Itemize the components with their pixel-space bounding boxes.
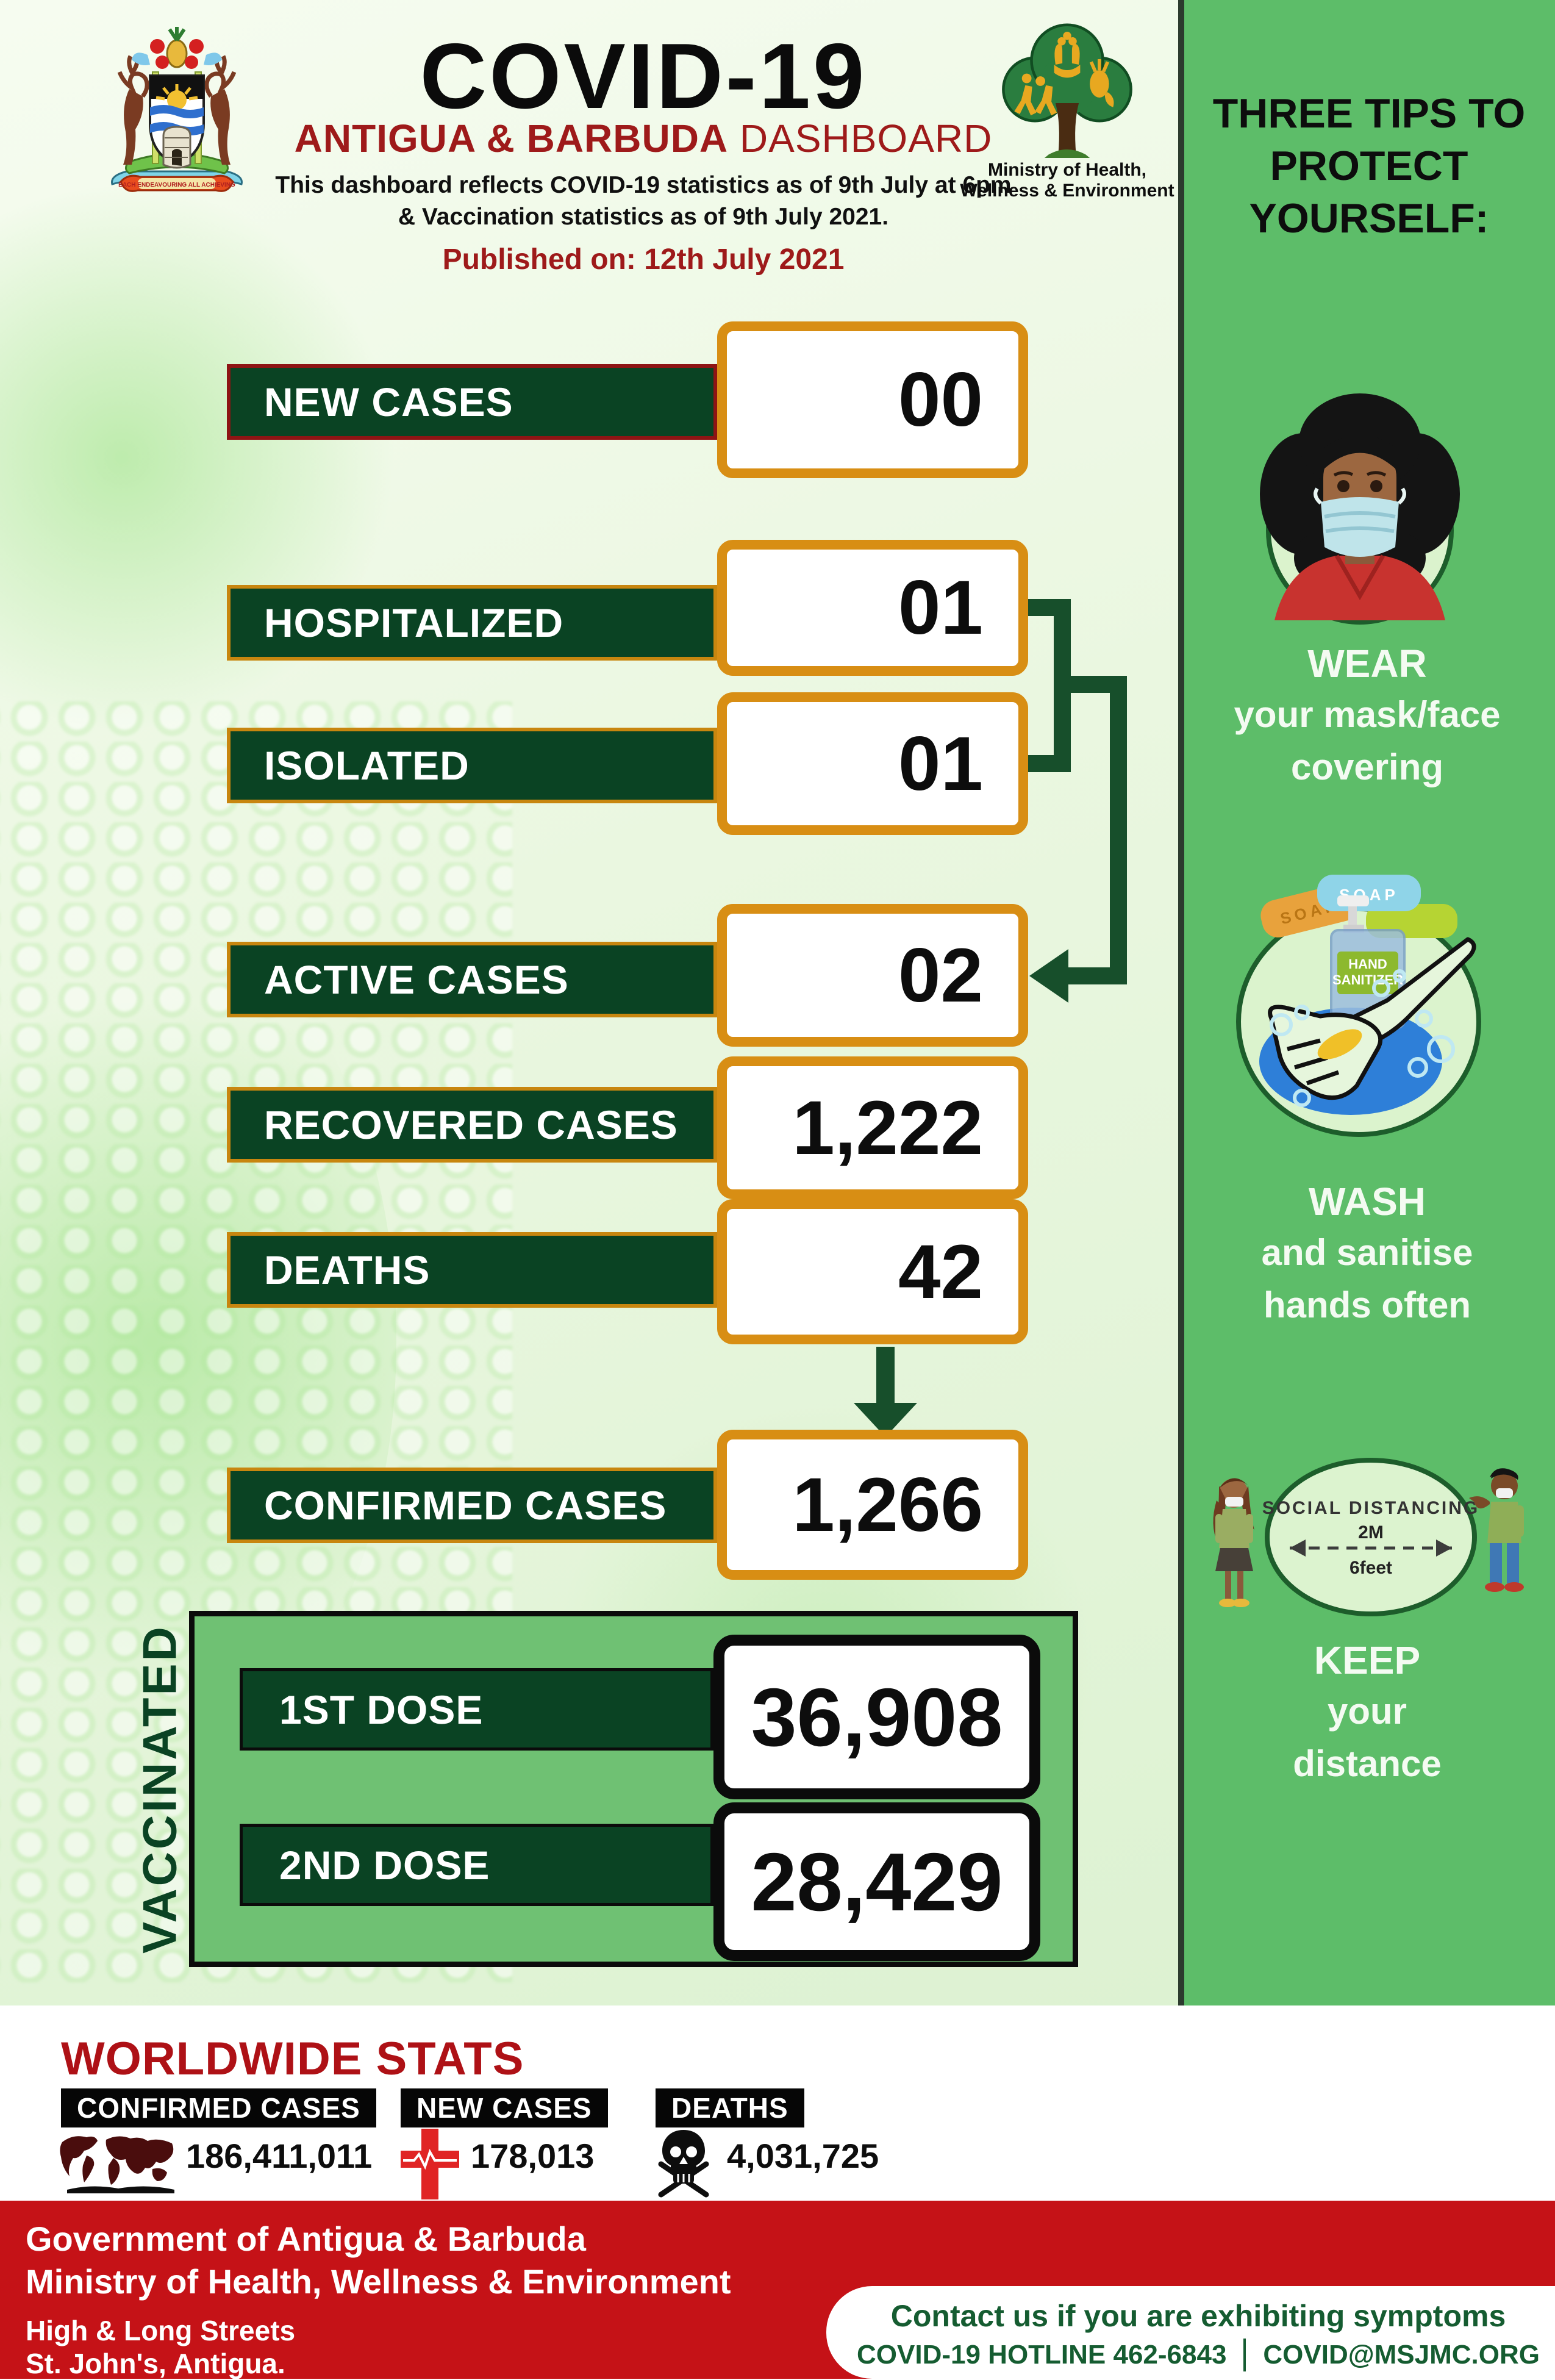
subtitle-country: ANTIGUA & BARBUDA bbox=[294, 116, 729, 160]
bubbles bbox=[1270, 969, 1455, 1107]
stat-value-isolated: 01 bbox=[717, 692, 1028, 835]
contact-details-row: COVID-19 HOTLINE 462-6843 COVID@MSJMC.OR… bbox=[857, 2339, 1540, 2371]
active-cases-arrow-icon bbox=[1029, 949, 1068, 1003]
page-subtitle: ANTIGUA & BARBUDA DASHBOARD bbox=[256, 116, 1031, 161]
sidebar-heading-line2: PROTECT bbox=[1270, 143, 1468, 189]
footer-ministry: Ministry of Health, Wellness & Environme… bbox=[26, 2262, 731, 2301]
tip-wear-line1: your mask/face bbox=[1234, 694, 1501, 735]
skull-icon bbox=[658, 2130, 709, 2198]
contact-email: COVID@MSJMC.ORG bbox=[1263, 2340, 1540, 2370]
tip-wear-title: WEAR bbox=[1307, 642, 1427, 686]
tip-wash-title: WASH bbox=[1309, 1180, 1426, 1224]
tip-wash-line2: hands often bbox=[1264, 1285, 1471, 1325]
man-figure bbox=[1469, 1468, 1524, 1592]
distancing-metric: 2M bbox=[1358, 1522, 1384, 1543]
stat-label-new-cases: NEW CASES bbox=[227, 364, 717, 440]
distancing-label: SOCIAL DISTANCING bbox=[1262, 1498, 1480, 1518]
page-title: COVID-19 bbox=[420, 24, 867, 128]
distance-arrow bbox=[1290, 1539, 1452, 1557]
ministry-logo-line1: Ministry of Health, bbox=[987, 160, 1147, 180]
ministry-logo-icon bbox=[1002, 23, 1132, 158]
description-line1: This dashboard reflects COVID-19 statist… bbox=[275, 172, 1012, 198]
dose1-label: 1ST DOSE bbox=[240, 1668, 713, 1751]
confirmed-arrow-shaft bbox=[876, 1347, 895, 1407]
worldwide-badge-deaths: DEATHS bbox=[656, 2088, 804, 2127]
dose2-value: 28,429 bbox=[713, 1802, 1040, 1961]
tip-keep-line2: distance bbox=[1293, 1743, 1442, 1784]
sidebar-heading-line3: YOURSELF: bbox=[1249, 195, 1489, 242]
dose1-value: 36,908 bbox=[713, 1635, 1040, 1799]
contact-panel bbox=[826, 2286, 1555, 2379]
stat-label-active-cases: ACTIVE CASES bbox=[227, 942, 717, 1017]
vaccinated-vertical-label: VACCINATED bbox=[132, 1624, 187, 1954]
stat-value-active-cases: 02 bbox=[717, 904, 1028, 1047]
wear-mask-icon bbox=[1260, 393, 1460, 625]
stat-value-confirmed-cases: 1,266 bbox=[717, 1430, 1028, 1580]
stat-label-recovered-cases: RECOVERED CASES bbox=[227, 1087, 717, 1163]
world-map-icon bbox=[60, 2136, 174, 2193]
worldwide-badge-new-cases: NEW CASES bbox=[401, 2088, 608, 2127]
connector-isolated-stub bbox=[1028, 755, 1071, 772]
distancing-imperial: 6feet bbox=[1349, 1558, 1392, 1578]
logo-people-hands bbox=[1014, 32, 1114, 116]
social-distancing-icon: SOCIAL DISTANCING 2M 6feet bbox=[1213, 1458, 1524, 1616]
worldwide-title: WORLDWIDE STATS bbox=[61, 2033, 524, 2085]
ministry-logo-line2: Wellness & Environment bbox=[960, 181, 1174, 201]
tip-keep-line1: your bbox=[1327, 1691, 1407, 1732]
stat-value-hospitalized: 01 bbox=[717, 540, 1028, 676]
tip-wash-line1: and sanitise bbox=[1261, 1232, 1473, 1273]
coat-of-arms-motto: EACH ENDEAVOURING ALL ACHIEVING bbox=[118, 182, 235, 188]
sidebar-heading-line1: THREE TIPS TO bbox=[1212, 90, 1526, 137]
worldwide-badge-confirmed: CONFIRMED CASES bbox=[61, 2088, 376, 2127]
worldwide-deaths-value: 4,031,725 bbox=[727, 2137, 879, 2175]
stat-label-isolated: ISOLATED bbox=[227, 728, 717, 803]
deer-right bbox=[204, 54, 237, 165]
footer-government: Government of Antigua & Barbuda bbox=[26, 2220, 586, 2258]
stat-label-hospitalized: HOSPITALIZED bbox=[227, 585, 717, 661]
description-line2: & Vaccination statistics as of 9th July … bbox=[398, 204, 889, 230]
connector-descender bbox=[1110, 676, 1127, 984]
subtitle-dashboard: DASHBOARD bbox=[728, 116, 993, 160]
footer-address-line1: High & Long Streets bbox=[26, 2315, 296, 2346]
stat-value-deaths: 42 bbox=[717, 1199, 1028, 1344]
stat-label-confirmed-cases: CONFIRMED CASES bbox=[227, 1468, 717, 1543]
tip-keep-title: KEEP bbox=[1314, 1638, 1421, 1682]
sanitizer-label-line1: HAND bbox=[1348, 956, 1387, 972]
medical-cross-icon bbox=[401, 2129, 459, 2199]
published-date: Published on: 12th July 2021 bbox=[442, 243, 845, 276]
stat-label-deaths: DEATHS bbox=[227, 1232, 717, 1308]
stat-value-new-cases: 00 bbox=[717, 321, 1028, 478]
hotline-number: COVID-19 HOTLINE 462-6843 bbox=[857, 2340, 1227, 2370]
contact-divider bbox=[1243, 2339, 1246, 2371]
woman-figure bbox=[1213, 1478, 1254, 1607]
footer-address-line2: St. John's, Antigua. bbox=[26, 2348, 285, 2379]
deer-left bbox=[117, 54, 149, 165]
connector-active-horizontal bbox=[1065, 967, 1127, 984]
worldwide-confirmed-value: 186,411,011 bbox=[186, 2137, 373, 2175]
contact-heading: Contact us if you are exhibiting symptom… bbox=[890, 2299, 1506, 2333]
worldwide-new-cases-value: 178,013 bbox=[471, 2137, 595, 2175]
antigua-coat-of-arms: EACH ENDEAVOURING ALL ACHIEVING bbox=[111, 27, 243, 192]
stat-value-recovered-cases: 1,222 bbox=[717, 1056, 1028, 1199]
tip-wear-line2: covering bbox=[1290, 747, 1444, 787]
sanitizer-label-line2: SANITIZER bbox=[1332, 972, 1403, 987]
wash-hands-icon: SOAP SOAP HAND SANITIZER bbox=[1236, 875, 1481, 1137]
dose2-label: 2ND DOSE bbox=[240, 1824, 713, 1906]
